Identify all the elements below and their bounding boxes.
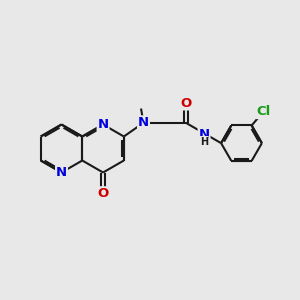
- Text: O: O: [98, 187, 109, 200]
- Text: Cl: Cl: [256, 105, 270, 118]
- Text: N: N: [56, 166, 67, 179]
- Text: N: N: [138, 116, 149, 129]
- Text: H: H: [200, 137, 208, 147]
- Text: O: O: [180, 97, 191, 110]
- Text: N: N: [199, 128, 210, 141]
- Text: N: N: [98, 118, 109, 131]
